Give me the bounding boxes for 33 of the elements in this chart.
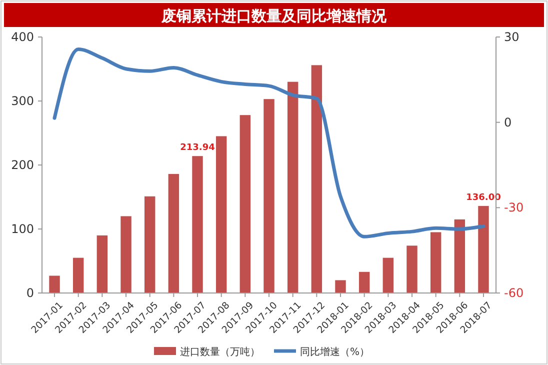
y-tick-label: 300 xyxy=(11,94,34,108)
chart-title: 废铜累计进口数量及同比增速情况 xyxy=(160,7,388,25)
bar xyxy=(382,258,394,293)
y2-tick-label: 0 xyxy=(504,115,512,130)
bar xyxy=(287,82,298,293)
y2-tick-label: -30 xyxy=(504,200,524,215)
bar xyxy=(478,206,489,293)
y-tick-label: 100 xyxy=(11,222,34,236)
bar xyxy=(72,258,84,293)
y-tick-label: 400 xyxy=(11,30,34,44)
y2-tick-label: 30 xyxy=(504,30,520,44)
data-label: 213.94 xyxy=(180,143,215,154)
bar xyxy=(264,99,274,293)
y-tick-label: 0 xyxy=(26,286,34,300)
bar xyxy=(49,276,60,293)
bar xyxy=(240,115,251,293)
y-tick-label: 200 xyxy=(11,158,34,172)
bar xyxy=(120,216,132,293)
bar xyxy=(358,272,370,293)
bar xyxy=(168,174,180,293)
y2-tick-label: -60 xyxy=(504,286,524,300)
bar xyxy=(454,219,466,293)
legend-label: 同比增速（%） xyxy=(300,346,370,358)
bar xyxy=(192,156,203,293)
bar xyxy=(144,196,156,293)
data-label: 136.00 xyxy=(466,192,501,203)
bar xyxy=(311,65,322,293)
bar xyxy=(406,246,418,293)
legend-label: 进口数量（万吨） xyxy=(180,346,260,358)
bar xyxy=(335,280,346,293)
bar xyxy=(96,235,108,293)
bar xyxy=(216,136,227,293)
bar xyxy=(430,232,442,293)
